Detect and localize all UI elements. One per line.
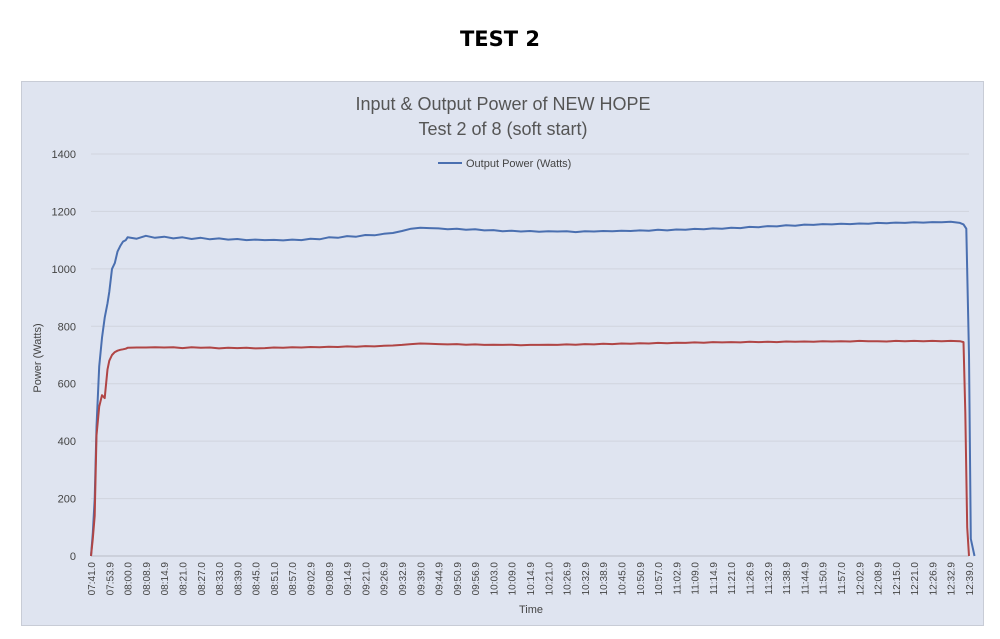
x-tick-label: 11:21.0 bbox=[727, 562, 738, 595]
x-tick-label: 10:57.0 bbox=[654, 562, 665, 596]
x-tick-label: 10:32.9 bbox=[581, 562, 592, 596]
x-tick-label: 09:21.0 bbox=[361, 562, 372, 596]
series-line-input-power bbox=[90, 339, 970, 557]
x-tick-label: 07:41.0 bbox=[87, 562, 98, 596]
chart-title: Input & Output Power of NEW HOPE bbox=[355, 94, 650, 114]
y-tick-label: 600 bbox=[58, 379, 76, 391]
series-line-output-power bbox=[90, 220, 976, 557]
y-tick-label: 1200 bbox=[52, 206, 76, 218]
x-tick-label: 10:26.9 bbox=[563, 562, 574, 596]
x-tick-label: 11:14.9 bbox=[709, 562, 720, 595]
y-axis-ticks: 0 200 400 600 800 1000 1200 1400 bbox=[52, 149, 76, 563]
y-tick-label: 1000 bbox=[52, 264, 76, 276]
x-tick-label: 12:15.0 bbox=[892, 562, 903, 596]
y-tick-label: 0 bbox=[70, 551, 76, 563]
x-tick-label: 11:38.9 bbox=[782, 562, 793, 595]
x-tick-label: 08:21.0 bbox=[178, 562, 189, 596]
x-tick-label: 09:39.0 bbox=[416, 562, 427, 596]
x-axis-ticks: 07:41.0 07:53.9 08:00.0 08:08.9 08:14.9 08:21… bbox=[87, 562, 976, 596]
x-tick-label: 10:50.9 bbox=[636, 562, 647, 596]
x-tick-label: 12:26.9 bbox=[928, 562, 939, 596]
x-tick-label: 07:53.9 bbox=[105, 562, 116, 596]
x-tick-label: 09:50.9 bbox=[453, 562, 464, 596]
x-tick-label: 11:09.0 bbox=[691, 562, 702, 595]
x-tick-label: 08:39.0 bbox=[233, 562, 244, 596]
y-tick-label: 200 bbox=[58, 494, 76, 506]
y-tick-label: 800 bbox=[58, 321, 76, 333]
x-tick-label: 09:08.9 bbox=[325, 562, 336, 596]
x-tick-label: 09:44.9 bbox=[435, 562, 446, 596]
x-tick-label: 12:39.0 bbox=[965, 562, 976, 596]
x-tick-label: 08:14.9 bbox=[160, 562, 171, 596]
x-tick-label: 09:56.9 bbox=[471, 562, 482, 596]
legend: Output Power (Watts) bbox=[438, 158, 571, 170]
x-tick-label: 08:33.0 bbox=[215, 562, 226, 596]
x-tick-label: 08:51.0 bbox=[270, 562, 281, 596]
x-tick-label: 08:27.0 bbox=[197, 562, 208, 596]
y-tick-label: 400 bbox=[58, 436, 76, 448]
x-tick-label: 10:09.0 bbox=[508, 562, 519, 596]
series-layer bbox=[90, 220, 976, 557]
x-tick-label: 10:21.0 bbox=[544, 562, 555, 596]
x-tick-label: 12:08.9 bbox=[874, 562, 885, 596]
x-tick-label: 10:14.9 bbox=[526, 562, 537, 596]
x-tick-label: 10:03.0 bbox=[489, 562, 500, 596]
x-tick-label: 08:00.0 bbox=[124, 562, 135, 596]
x-tick-label: 10:45.0 bbox=[617, 562, 628, 596]
x-tick-label: 11:26.9 bbox=[746, 562, 757, 595]
x-tick-label: 12:21.0 bbox=[910, 562, 921, 596]
chart-frame bbox=[21, 81, 984, 626]
chart-subtitle: Test 2 of 8 (soft start) bbox=[418, 119, 587, 139]
x-tick-label: 09:32.9 bbox=[398, 562, 409, 596]
gridlines bbox=[91, 153, 969, 557]
x-tick-label: 11:57.0 bbox=[837, 562, 848, 595]
y-axis-label: Power (Watts) bbox=[32, 323, 44, 392]
x-tick-label: 08:08.9 bbox=[142, 562, 153, 596]
x-axis-label: Time bbox=[519, 604, 543, 616]
page-heading: TEST 2 bbox=[459, 27, 541, 51]
x-tick-label: 08:45.0 bbox=[252, 562, 263, 596]
x-tick-label: 11:02.9 bbox=[672, 562, 683, 595]
x-tick-label: 08:57.0 bbox=[288, 562, 299, 596]
x-tick-label: 12:02.9 bbox=[855, 562, 866, 596]
x-tick-label: 10:38.9 bbox=[599, 562, 610, 596]
x-tick-label: 09:26.9 bbox=[380, 562, 391, 596]
x-tick-label: 09:14.9 bbox=[343, 562, 354, 596]
x-tick-label: 11:32.9 bbox=[764, 562, 775, 595]
x-tick-label: 09:02.9 bbox=[307, 562, 318, 596]
x-tick-label: 12:32.9 bbox=[947, 562, 958, 596]
y-tick-label: 1400 bbox=[52, 149, 76, 161]
x-tick-label: 11:44.9 bbox=[800, 562, 811, 595]
legend-label-output-power: Output Power (Watts) bbox=[466, 158, 571, 170]
x-tick-label: 11:50.9 bbox=[819, 562, 830, 595]
